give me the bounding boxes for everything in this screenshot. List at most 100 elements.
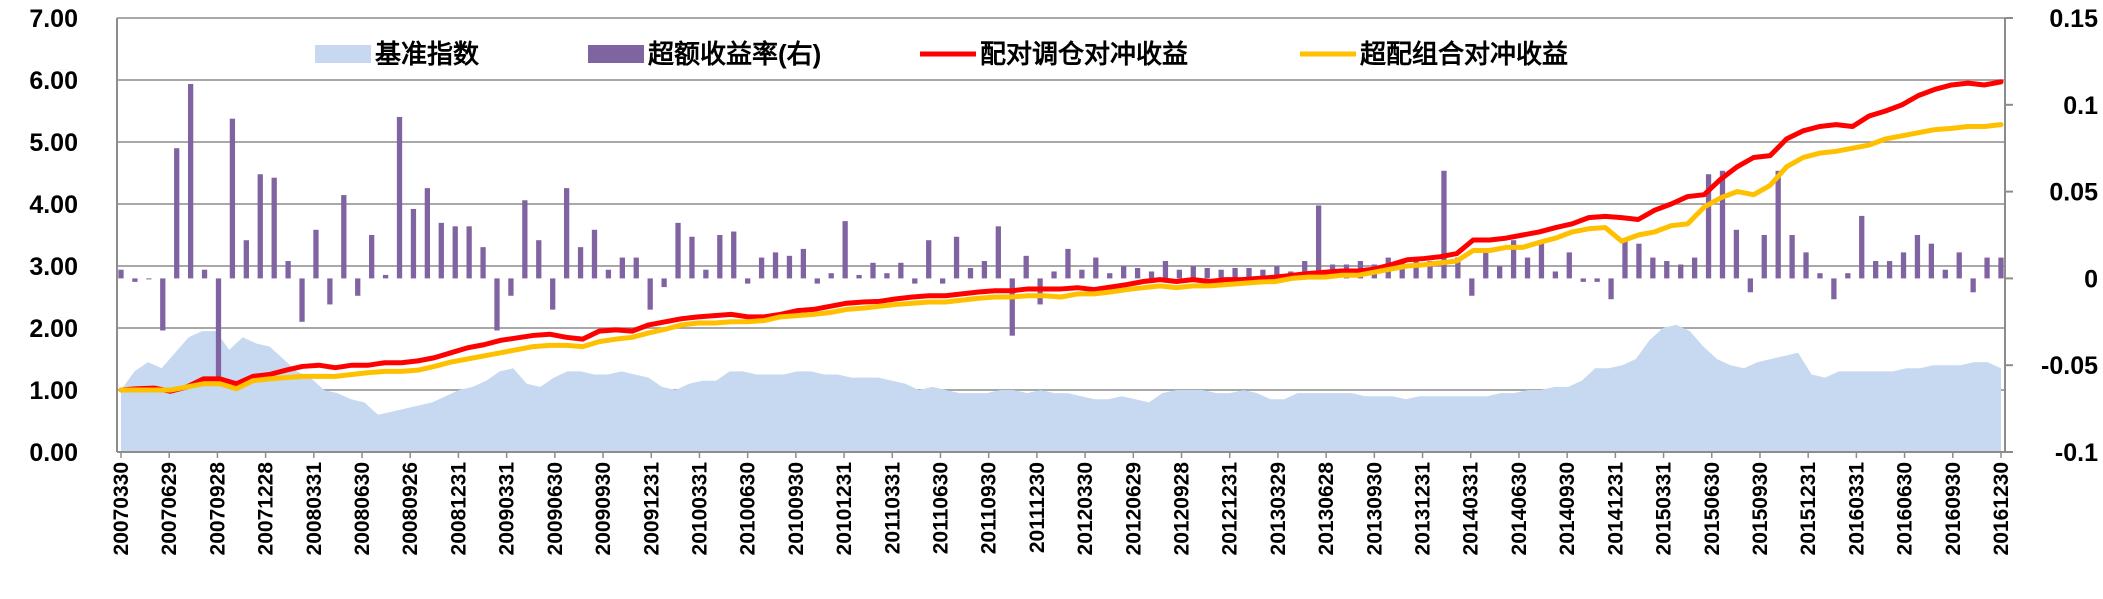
- excess-return-bar: [1886, 261, 1893, 279]
- excess-return-bar: [1274, 266, 1280, 279]
- excess-return-bar: [1580, 278, 1586, 282]
- excess-return-bar: [1469, 278, 1475, 296]
- excess-return-bar: [410, 208, 417, 279]
- excess-return-bar: [1538, 240, 1545, 279]
- excess-return-bar: [299, 278, 305, 322]
- excess-return-bar: [1218, 269, 1224, 279]
- x-tick-label: 20080630: [351, 462, 374, 555]
- excess-return-bar: [1747, 278, 1753, 293]
- x-tick-label: 20121231: [1219, 462, 1242, 556]
- excess-return-bar: [1998, 257, 2004, 279]
- x-tick-label: 20070928: [206, 462, 229, 556]
- x-tick-label: 20150630: [1701, 462, 1724, 555]
- hedge-lines: [118, 79, 2004, 394]
- x-tick-label: 20100930: [785, 462, 808, 555]
- excess-return-bar: [1413, 261, 1419, 279]
- excess-return-bar: [1914, 235, 1921, 279]
- excess-return-bar: [1984, 257, 1990, 279]
- excess-return-bar: [591, 229, 598, 279]
- excess-return-bar: [884, 273, 890, 279]
- excess-return-bar: [856, 274, 862, 279]
- legend-label-2: 配对调仓对冲收益: [980, 39, 1188, 69]
- excess-return-bar: [745, 278, 751, 284]
- right-tick-label: 0.1: [2063, 92, 2098, 120]
- legend-swatch-0: [315, 45, 371, 63]
- excess-return-bar: [1733, 229, 1740, 279]
- excess-return-bar: [438, 222, 444, 279]
- left-tick-label: 5.00: [29, 129, 78, 157]
- excess-return-bar: [1246, 267, 1252, 279]
- excess-return-bar: [174, 148, 180, 279]
- excess-return-bar: [1134, 267, 1141, 279]
- excess-return-bar: [1190, 266, 1196, 279]
- excess-return-bar: [132, 278, 138, 282]
- x-axis-ticks: 20070330 20070629 20070928 20071228 20080331…: [110, 452, 2013, 555]
- left-tick-label: 4.00: [29, 191, 78, 219]
- x-tick-label: 20110930: [978, 462, 1001, 554]
- excess-return-bar: [118, 269, 124, 279]
- excess-return-bar: [257, 174, 263, 279]
- excess-return-bar: [452, 226, 458, 279]
- excess-return-bar: [243, 240, 249, 279]
- x-tick-label: 20100630: [737, 462, 760, 555]
- excess-return-bar: [1204, 267, 1210, 279]
- x-tick-label: 20131231: [1412, 462, 1435, 556]
- excess-return-bar: [160, 278, 166, 331]
- excess-return-bar: [1510, 240, 1517, 279]
- excess-return-bar: [953, 236, 960, 279]
- excess-return-bar: [1789, 235, 1795, 279]
- x-tick-label: 20080926: [399, 462, 422, 555]
- excess-return-bar: [1900, 252, 1907, 279]
- x-tick-label: 20120928: [1171, 462, 1194, 556]
- excess-return-bar: [550, 278, 556, 310]
- excess-return-bar: [1928, 243, 1935, 279]
- x-tick-label: 20090331: [496, 462, 519, 556]
- excess-return-bar: [327, 278, 333, 305]
- overweight-hedge-line: [118, 122, 2004, 393]
- excess-return-bar: [1817, 273, 1823, 279]
- excess-return-bar: [912, 278, 918, 284]
- legend-label-0: 基准指数: [375, 39, 480, 69]
- left-tick-label: 0.00: [29, 439, 78, 467]
- excess-return-bar: [382, 274, 389, 279]
- x-tick-label: 20120330: [1074, 462, 1097, 555]
- excess-return-bar: [689, 236, 695, 279]
- excess-return-bar: [229, 118, 236, 279]
- excess-return-bar: [717, 235, 723, 279]
- excess-return-bar: [1956, 252, 1962, 279]
- left-tick-label: 1.00: [29, 377, 78, 405]
- excess-return-bar: [814, 278, 820, 284]
- excess-return-bar: [842, 221, 848, 279]
- x-tick-label: 20130930: [1363, 462, 1386, 555]
- excess-return-bar: [1441, 170, 1447, 279]
- excess-return-bar: [1260, 269, 1266, 279]
- left-tick-label: 6.00: [29, 67, 78, 95]
- excess-return-bar: [1622, 240, 1628, 279]
- excess-return-bar: [1803, 252, 1809, 279]
- x-tick-label: 20140331: [1460, 462, 1483, 556]
- excess-return-bar: [1162, 261, 1169, 279]
- excess-return-bar: [800, 248, 807, 279]
- excess-return-bar: [926, 240, 932, 279]
- excess-return-bar: [1023, 255, 1029, 279]
- x-tick-label: 20151231: [1797, 462, 1820, 556]
- x-tick-label: 20090930: [592, 462, 615, 555]
- x-tick-label: 20150930: [1749, 462, 1772, 555]
- x-tick-label: 20071228: [255, 462, 278, 556]
- excess-return-bar: [1831, 278, 1837, 300]
- x-tick-label: 20130628: [1315, 462, 1338, 556]
- x-tick-label: 20110630: [929, 462, 952, 554]
- right-tick-label: 0.15: [2049, 5, 2098, 33]
- excess-return-bar: [1970, 278, 1976, 293]
- excess-return-bar: [1719, 170, 1726, 279]
- excess-return-bar: [1775, 170, 1781, 279]
- excess-return-bar: [1121, 266, 1127, 279]
- excess-return-bar: [633, 257, 639, 279]
- excess-return-bar: [605, 269, 612, 279]
- excess-return-bar: [577, 247, 584, 279]
- benchmark-area-shape: [121, 324, 2001, 452]
- excess-return-bar: [1302, 261, 1308, 279]
- excess-return-bar: [522, 200, 528, 279]
- x-tick-label: 20141231: [1604, 462, 1627, 556]
- excess-return-bar: [1176, 269, 1183, 279]
